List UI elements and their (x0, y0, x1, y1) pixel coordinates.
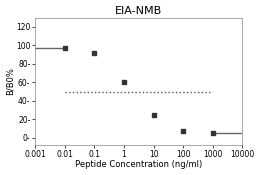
Y-axis label: B/B0%: B/B0% (5, 68, 15, 95)
Title: EIA-NMB: EIA-NMB (115, 6, 162, 16)
X-axis label: Peptide Concentration (ng/ml): Peptide Concentration (ng/ml) (75, 160, 203, 169)
